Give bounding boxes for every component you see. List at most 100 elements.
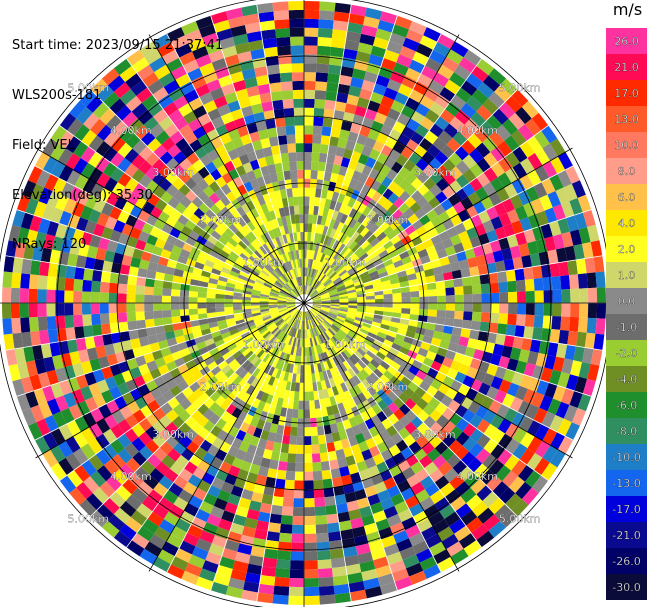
ppi-gate: [498, 355, 510, 369]
ppi-gate: [462, 423, 477, 438]
ppi-gate: [310, 278, 315, 287]
ppi-gate: [268, 275, 277, 283]
ppi-gate: [259, 304, 269, 308]
ppi-gate: [366, 350, 376, 359]
ppi-gate: [157, 549, 175, 565]
ppi-gate: [308, 310, 315, 318]
ppi-gate: [429, 123, 444, 138]
ppi-gate: [306, 286, 311, 295]
ppi-gate: [177, 214, 189, 226]
ppi-gate: [406, 474, 421, 488]
ppi-gate: [358, 468, 371, 481]
ppi-gate: [317, 314, 325, 321]
ppi-gate: [170, 65, 188, 80]
ppi-gate: [469, 236, 482, 249]
ppi-gate: [264, 319, 274, 326]
ppi-gate: [103, 459, 120, 476]
ppi-gate: [128, 472, 144, 488]
ppi-gate: [465, 517, 483, 533]
ppi-gate: [307, 258, 311, 268]
ppi-gate: [536, 379, 549, 396]
azimuth-spoke: [303, 302, 573, 459]
ppi-gate: [361, 79, 376, 92]
ppi-gate: [348, 387, 358, 398]
ppi-gate: [415, 468, 430, 482]
ppi-gate: [46, 289, 56, 303]
ppi-gate: [96, 124, 113, 141]
ppi-gate: [161, 454, 176, 469]
ppi-gate: [189, 284, 199, 292]
ppi-gate: [246, 424, 257, 436]
ppi-gate: [65, 135, 82, 153]
colorbar-segment: [606, 392, 647, 418]
ppi-gate: [421, 202, 434, 215]
ppi-gate: [363, 71, 379, 84]
ppi-gate: [335, 211, 344, 222]
ppi-gate: [343, 349, 352, 359]
ppi-gate: [329, 309, 339, 314]
ppi-gate: [357, 237, 367, 247]
ppi-gate: [124, 442, 139, 458]
ppi-gate: [313, 479, 324, 490]
ppi-gate: [185, 359, 197, 370]
ppi-gate: [110, 136, 126, 153]
ppi-gate: [224, 539, 240, 552]
ppi-gate: [310, 426, 318, 437]
ppi-gate: [329, 271, 337, 280]
ppi-gate: [428, 511, 445, 527]
ppi-gate: [337, 353, 346, 363]
ppi-gate: [404, 398, 417, 410]
ppi-gate: [318, 287, 327, 294]
ppi-gate: [471, 89, 489, 105]
ppi-gate: [334, 592, 352, 604]
ppi-gate: [292, 337, 297, 347]
ppi-gate: [109, 206, 122, 220]
ppi-gate: [231, 407, 242, 419]
ppi-gate: [29, 316, 39, 332]
ppi-gate: [219, 347, 230, 357]
ppi-gate: [458, 57, 477, 73]
ppi-gate: [354, 246, 364, 256]
ppi-gate: [489, 282, 500, 294]
ppi-gate: [308, 214, 314, 224]
ppi-gate: [110, 167, 125, 183]
ppi-gate: [332, 239, 340, 250]
ppi-gate: [331, 431, 341, 442]
ppi-gate: [257, 236, 266, 246]
ppi-gate: [345, 250, 355, 259]
ppi-gate: [231, 457, 244, 469]
ppi-gate: [272, 442, 282, 453]
ppi-gate: [458, 230, 470, 243]
ppi-gate: [207, 316, 218, 324]
ppi-gate: [525, 404, 540, 420]
ppi-gate: [353, 142, 365, 154]
ppi-gate: [206, 303, 216, 309]
ppi-gate: [357, 267, 368, 275]
ppi-gate: [264, 211, 273, 222]
ppi-gate: [337, 243, 346, 253]
ppi-gate: [304, 45, 318, 55]
ppi-gate: [296, 267, 300, 277]
ppi-gate: [391, 386, 403, 398]
ppi-gate: [38, 401, 53, 419]
ppi-gate: [342, 111, 355, 123]
ppi-gate: [158, 116, 174, 131]
ppi-gate: [259, 296, 269, 300]
ppi-gate: [314, 197, 321, 207]
ppi-gate: [473, 127, 489, 143]
ppi-gate: [561, 201, 575, 218]
ppi-gate: [348, 300, 358, 303]
ppi-gate: [268, 356, 276, 367]
ppi-gate: [379, 11, 398, 25]
ppi-gate: [90, 510, 108, 528]
ppi-gate: [243, 13, 260, 25]
ppi-gate: [280, 407, 288, 417]
ppi-gate: [337, 314, 347, 319]
ppi-gate: [423, 504, 440, 519]
azimuth-spoke: [35, 302, 305, 459]
ppi-gate: [141, 222, 154, 235]
ppi-gate: [557, 436, 574, 454]
ppi-gate: [223, 140, 236, 153]
ppi-gate: [86, 95, 103, 113]
ppi-gate: [348, 303, 358, 306]
